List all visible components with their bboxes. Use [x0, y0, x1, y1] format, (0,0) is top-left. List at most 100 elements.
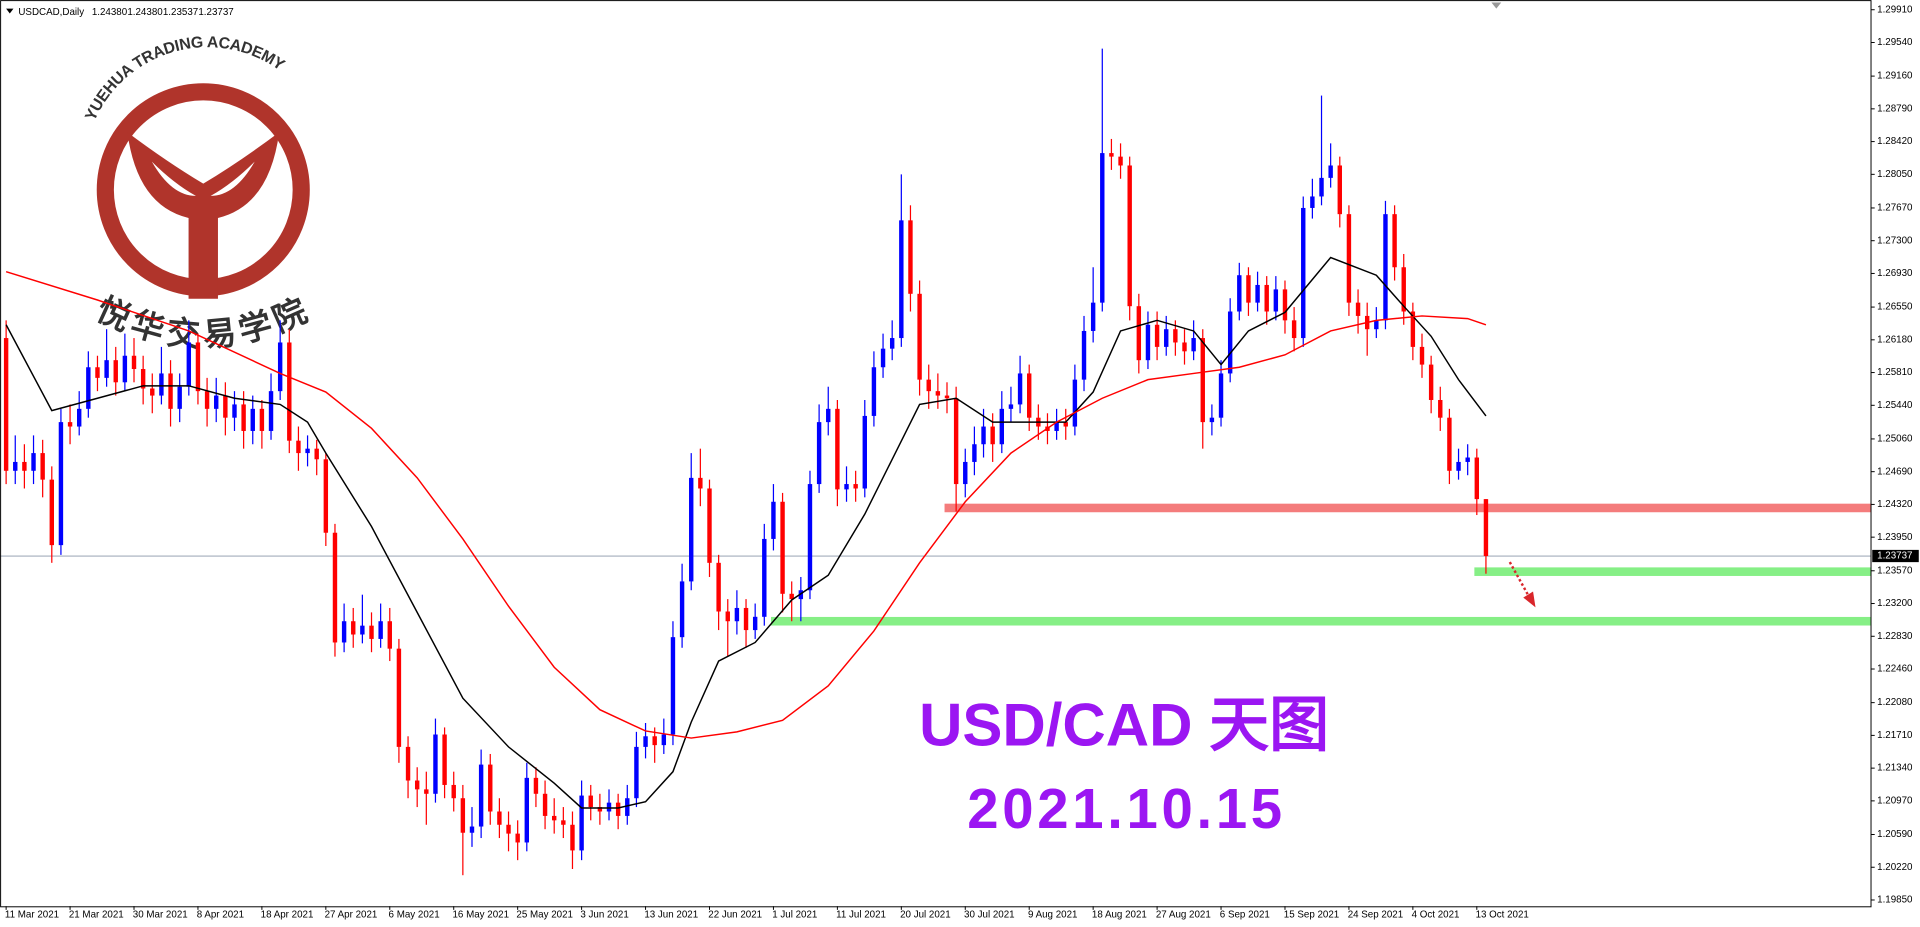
y-tick-label: 1.20590: [1877, 829, 1913, 840]
y-tick-label: 1.21340: [1877, 763, 1913, 774]
x-tick-label: 30 Jul 2021: [964, 909, 1015, 920]
candle-body: [369, 625, 374, 639]
candle-body: [899, 220, 904, 339]
candle-body: [533, 777, 539, 794]
candle-body: [140, 369, 146, 389]
candle-body: [542, 793, 548, 816]
y-tick-label: 1.23570: [1877, 565, 1913, 576]
x-tick-label: 6 May 2021: [389, 909, 440, 920]
y-tick-label: 1.26930: [1877, 268, 1913, 279]
candle-body: [1154, 324, 1160, 347]
candle-body: [58, 422, 64, 546]
candle-body: [1401, 267, 1406, 312]
candle-body: [360, 625, 365, 635]
candle-body: [524, 777, 530, 843]
price-level: [1474, 567, 1872, 576]
candle-body: [625, 798, 630, 816]
candle-body: [844, 484, 849, 490]
candle-body: [1191, 338, 1196, 352]
candle-body: [1264, 284, 1269, 312]
candle-body: [1118, 156, 1123, 166]
candle-body: [707, 488, 712, 563]
candle-body: [131, 355, 137, 370]
candle-body: [287, 342, 292, 441]
candle-body: [716, 562, 721, 612]
candle-body: [999, 408, 1005, 445]
candle-body: [816, 422, 822, 485]
candle-body: [351, 621, 356, 635]
candle-body: [1301, 207, 1306, 339]
x-tick-label: 3 Jun 2021: [580, 909, 628, 920]
y-tick-label: 1.23950: [1877, 532, 1913, 543]
candle-body: [1218, 373, 1224, 418]
candle-body: [615, 802, 621, 816]
candle-body: [1310, 196, 1315, 208]
x-tick-label: 13 Jun 2021: [644, 909, 698, 920]
candle-body: [1145, 324, 1151, 361]
candle-body: [414, 780, 420, 790]
candle-body: [3, 338, 9, 471]
header-high: 1.24380: [127, 7, 163, 18]
x-tick-label: 30 Mar 2021: [133, 909, 188, 920]
logo-emblem-detail: [151, 161, 255, 196]
candle-body: [95, 367, 100, 378]
candle-body: [515, 833, 520, 843]
candle-body: [597, 807, 603, 812]
y-tick-label: 1.24690: [1877, 466, 1913, 477]
y-tick-label: 1.25440: [1877, 400, 1913, 411]
logo-emblem: [127, 132, 280, 299]
y-tick-label: 1.25810: [1877, 367, 1913, 378]
candle-body: [341, 621, 347, 643]
header-low: 1.23537: [163, 7, 198, 18]
x-tick-label: 16 May 2021: [452, 909, 509, 920]
x-tick-label: 4 Oct 2021: [1412, 909, 1460, 920]
candle-body: [862, 415, 867, 489]
candle-body: [1438, 399, 1443, 418]
candle-body: [1374, 320, 1379, 330]
candle-body: [1127, 165, 1132, 307]
candle-body: [223, 395, 228, 418]
candle-body: [1090, 302, 1096, 331]
candle-body: [204, 391, 210, 409]
candle-body: [1392, 214, 1397, 268]
candle-body: [908, 220, 913, 294]
candle-body: [186, 342, 192, 387]
candle-body: [1100, 153, 1105, 303]
candle-body: [22, 461, 27, 471]
moving-average: [5, 256, 1487, 809]
candle-body: [241, 404, 246, 431]
x-tick-label: 18 Aug 2021: [1092, 909, 1147, 920]
y-tick-label: 1.26550: [1877, 302, 1913, 313]
x-tick-label: 24 Sep 2021: [1348, 909, 1403, 920]
x-tick-label: 25 May 2021: [516, 909, 573, 920]
candle-body: [917, 293, 922, 380]
candle-body: [807, 484, 813, 591]
candle-body: [963, 461, 968, 485]
y-tick-label: 1.22080: [1877, 697, 1913, 708]
candle-body: [1447, 417, 1452, 471]
candle-body: [889, 338, 895, 349]
candle-body: [159, 373, 164, 396]
candle-body: [1237, 275, 1242, 312]
candle-body: [1136, 306, 1142, 361]
candle-body: [734, 607, 740, 622]
header-symbol: USDCAD,Daily: [18, 7, 84, 18]
candle-body: [323, 459, 329, 533]
candle-body: [853, 484, 858, 489]
plot-frame: [0, 0, 1872, 908]
candle-body: [871, 367, 877, 416]
candle-body: [1017, 373, 1023, 405]
y-tick-label: 1.22830: [1877, 631, 1913, 642]
x-tick-label: 20 Jul 2021: [900, 909, 951, 920]
candle-body: [305, 448, 310, 454]
candle-body: [86, 367, 91, 409]
candle-body: [177, 386, 182, 409]
candle-body: [981, 426, 986, 445]
candle-body: [1428, 364, 1434, 400]
candle-body: [1054, 422, 1059, 431]
x-tick-label: 22 Jun 2021: [708, 909, 762, 920]
candle-body: [780, 501, 785, 594]
candle-body: [990, 426, 995, 445]
candle-body: [1246, 275, 1251, 303]
